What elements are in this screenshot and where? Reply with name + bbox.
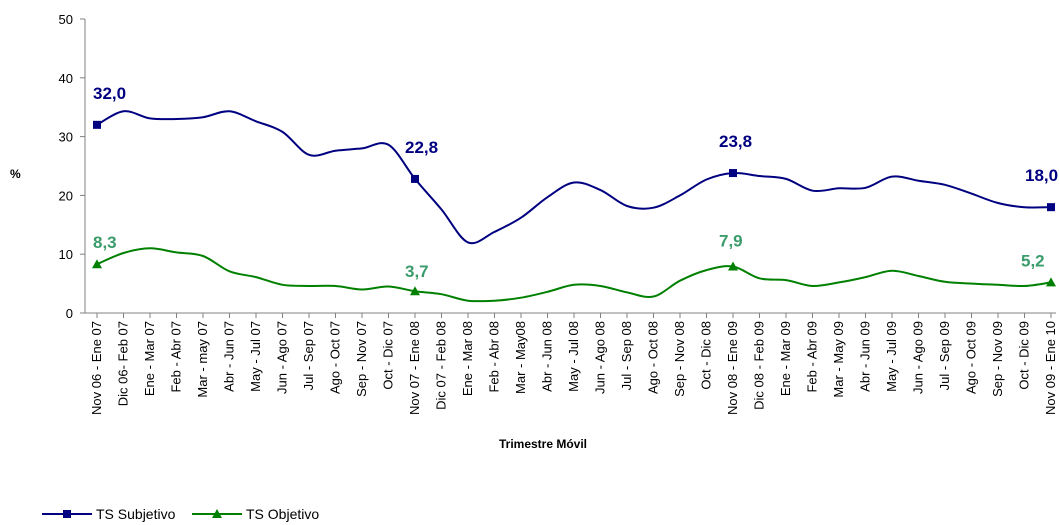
x-tick-label: Oct - Dic 07 xyxy=(381,321,396,390)
legend-item-subjetivo: TS Subjetivo xyxy=(42,506,176,522)
x-tick-label: Oct - Dic 09 xyxy=(1017,321,1032,390)
x-tick-label: Sep - Nov 08 xyxy=(672,321,687,397)
x-tick-label: Jul - Sep 09 xyxy=(937,321,952,390)
x-tick-label: Mar - may 07 xyxy=(195,321,210,398)
x-tick-label: Dic 07 - Feb 08 xyxy=(434,321,449,410)
x-tick-label: Ene - Mar 07 xyxy=(142,321,157,396)
x-tick-label: Jun - Ago 09 xyxy=(911,321,926,394)
series-line-subjetivo xyxy=(96,110,1052,245)
legend-label: TS Subjetivo xyxy=(96,506,176,522)
y-axis: 0 10 20 30 40 50 xyxy=(59,12,86,321)
x-tick-label: Feb - Abr 07 xyxy=(169,321,184,393)
data-point-marker xyxy=(729,169,737,178)
data-label: 7,9 xyxy=(719,232,743,251)
x-tick-label: Ene - Mar 08 xyxy=(460,321,475,396)
y-tick-label: 50 xyxy=(59,12,73,27)
x-axis-title: Trimestre Móvil xyxy=(499,437,587,451)
x-tick-label: Feb - Abr 08 xyxy=(487,321,502,393)
series-line-objetivo xyxy=(96,247,1052,303)
data-label: 8,3 xyxy=(93,233,117,252)
x-tick-label: Nov 09 - Ene 10 xyxy=(1043,321,1058,415)
x-tick-label: Mar - May08 xyxy=(513,321,528,394)
data-point-marker xyxy=(1046,277,1056,287)
y-tick-label: 20 xyxy=(59,188,73,203)
x-tick-label: Jul - Sep 07 xyxy=(301,321,316,390)
x-tick-label: Ago - Oct 09 xyxy=(964,321,979,394)
x-tick-label: Feb - Abr 09 xyxy=(805,321,820,393)
legend: TS Subjetivo TS Objetivo xyxy=(42,506,319,522)
y-tick-label: 40 xyxy=(59,71,73,86)
x-tick-label: Oct - Dic 08 xyxy=(699,321,714,390)
data-point-marker xyxy=(411,174,419,183)
series-lines xyxy=(92,110,1056,303)
legend-marker xyxy=(63,510,71,518)
x-tick-label: Abr - Jun 09 xyxy=(858,321,873,392)
data-point-marker xyxy=(410,286,420,296)
data-point-marker xyxy=(1047,203,1055,212)
y-tick-label: 30 xyxy=(59,130,73,145)
y-tick-label: 10 xyxy=(59,247,73,262)
x-tick-label: May - Jul 09 xyxy=(884,321,899,392)
data-label: 3,7 xyxy=(405,262,429,281)
data-point-marker xyxy=(92,259,102,269)
x-tick-label: Nov 07 - Ene 08 xyxy=(407,321,422,415)
data-point-marker xyxy=(728,261,738,271)
data-label: 23,8 xyxy=(719,132,752,151)
data-labels: 32,0 22,8 23,8 18,0 8,3 3,7 7,9 5,2 xyxy=(93,84,1058,281)
legend-label: TS Objetivo xyxy=(246,506,319,522)
x-tick-label: Nov 06 - Ene 07 xyxy=(89,321,104,415)
x-axis: Nov 06 - Ene 07 Dic 06- Feb 07 Ene - Mar 0… xyxy=(85,312,1058,415)
x-tick-label: Abr - Jun 08 xyxy=(540,321,555,392)
data-label: 22,8 xyxy=(405,138,438,157)
x-tick-label: Ago - Oct 08 xyxy=(646,321,661,394)
y-tick-label: 0 xyxy=(66,306,73,321)
x-tick-label: Nov 08 - Ene 09 xyxy=(725,321,740,415)
x-tick-label: May - Jul 08 xyxy=(566,321,581,392)
x-tick-label: Ene - Mar 09 xyxy=(778,321,793,396)
x-tick-label: Sep - Nov 09 xyxy=(990,321,1005,397)
x-tick-label: Jul - Sep 08 xyxy=(619,321,634,390)
x-tick-label: Jun - Ago 08 xyxy=(593,321,608,394)
legend-marker xyxy=(212,509,222,518)
x-tick-label: Mar - May 09 xyxy=(831,321,846,398)
x-tick-label: Abr - Jun 07 xyxy=(222,321,237,392)
x-tick-label: May - Jul 07 xyxy=(248,321,263,392)
x-tick-label: Ago - Oct 07 xyxy=(328,321,343,394)
x-tick-label: Jun - Ago 07 xyxy=(275,321,290,394)
data-point-marker xyxy=(93,120,101,129)
data-label: 5,2 xyxy=(1021,251,1045,270)
data-label: 32,0 xyxy=(93,84,126,103)
legend-item-objetivo: TS Objetivo xyxy=(192,506,319,522)
y-axis-title: % xyxy=(10,167,21,181)
x-tick-label: Dic 06- Feb 07 xyxy=(116,321,131,406)
data-label: 18,0 xyxy=(1025,166,1058,185)
x-tick-label: Dic 08 - Feb 09 xyxy=(752,321,767,410)
x-tick-label: Sep - Nov 07 xyxy=(354,321,369,397)
